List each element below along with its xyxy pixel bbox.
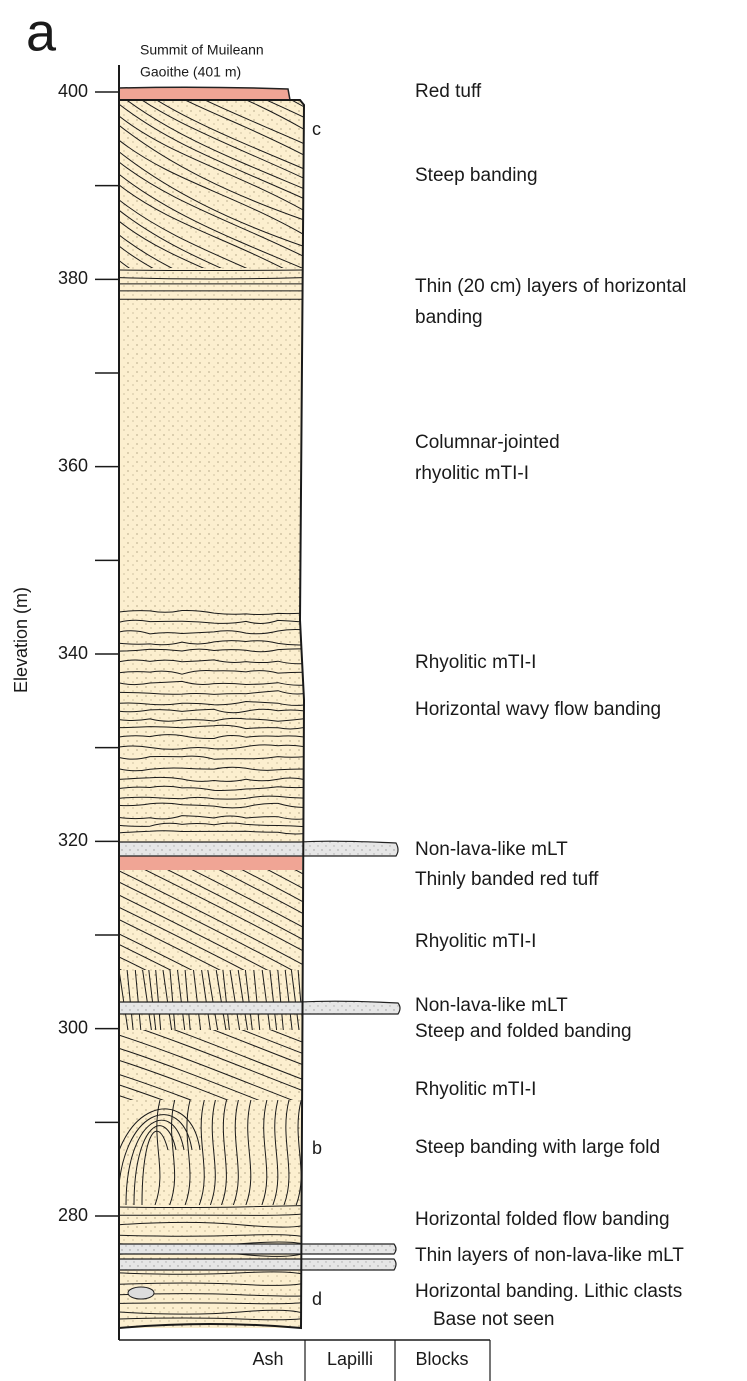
description: Thin (20 cm) layers of horizontal: [415, 276, 686, 297]
marker: d: [312, 1289, 322, 1309]
mlt-layer: [119, 1259, 396, 1270]
grain-size-label: Ash: [252, 1349, 283, 1369]
marker: b: [312, 1138, 322, 1158]
tick-label: 320: [58, 830, 88, 850]
description: Steep banding: [415, 165, 538, 186]
mlt-layer: [119, 1001, 400, 1014]
description: Base not seen: [433, 1309, 554, 1330]
description: Horizontal wavy flow banding: [415, 699, 661, 720]
tick-label: 380: [58, 268, 88, 288]
mlt-layer: [119, 1244, 396, 1254]
tick-label: 360: [58, 455, 88, 475]
summit-note: Gaoithe (401 m): [140, 64, 241, 80]
red-tuff: [119, 87, 290, 100]
summit-note: Summit of Muileann: [140, 42, 264, 58]
banding: [119, 270, 305, 271]
description: rhyolitic mTI-I: [415, 463, 529, 484]
description: Rhyolitic mTI-I: [415, 1079, 536, 1100]
panel-label: a: [26, 2, 57, 62]
marker: c: [312, 119, 321, 139]
column: [110, 0, 400, 1328]
grain-size-label: Lapilli: [327, 1349, 373, 1369]
tick-label: 340: [58, 643, 88, 663]
grain-size-label: Blocks: [415, 1349, 468, 1369]
description: Columnar-jointed: [415, 432, 560, 453]
description: banding: [415, 307, 483, 328]
stratigraphic-log: a Summit of Muileann Gaoithe (401 m) Ele…: [0, 0, 747, 1381]
red-tuff-band: [119, 856, 302, 870]
description: Steep banding with large fold: [415, 1137, 660, 1158]
axis-label: Elevation (m): [11, 587, 31, 693]
description: Thinly banded red tuff: [415, 869, 599, 890]
mlt-layer: [119, 841, 398, 856]
description: Rhyolitic mTI-I: [415, 931, 536, 952]
description: Non-lava-like mLT: [415, 995, 568, 1016]
description: Rhyolitic mTI-I: [415, 652, 536, 673]
tick-label: 280: [58, 1205, 88, 1225]
description: Thin layers of non-lava-like mLT: [415, 1245, 684, 1266]
description: Steep and folded banding: [415, 1021, 632, 1042]
description: Non-lava-like mLT: [415, 839, 568, 860]
description: Horizontal folded flow banding: [415, 1209, 670, 1230]
description: Red tuff: [415, 81, 482, 102]
tick-label: 400: [58, 81, 88, 101]
tick-label: 300: [58, 1017, 88, 1037]
description: Horizontal banding. Lithic clasts: [415, 1281, 682, 1302]
lithic-clast: [128, 1287, 154, 1299]
